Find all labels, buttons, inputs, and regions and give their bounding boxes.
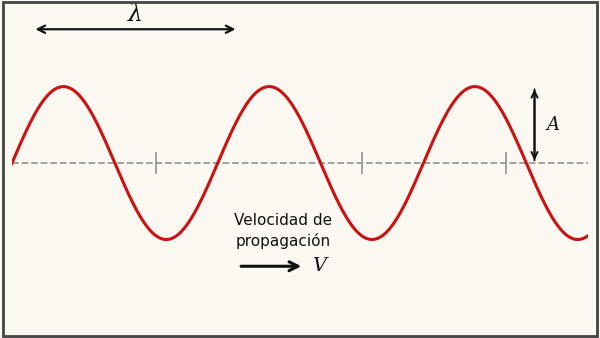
Text: Velocidad de
propagación: Velocidad de propagación [235, 213, 332, 249]
Text: λ: λ [128, 3, 143, 26]
Text: V: V [313, 257, 326, 275]
Text: A: A [547, 116, 560, 134]
